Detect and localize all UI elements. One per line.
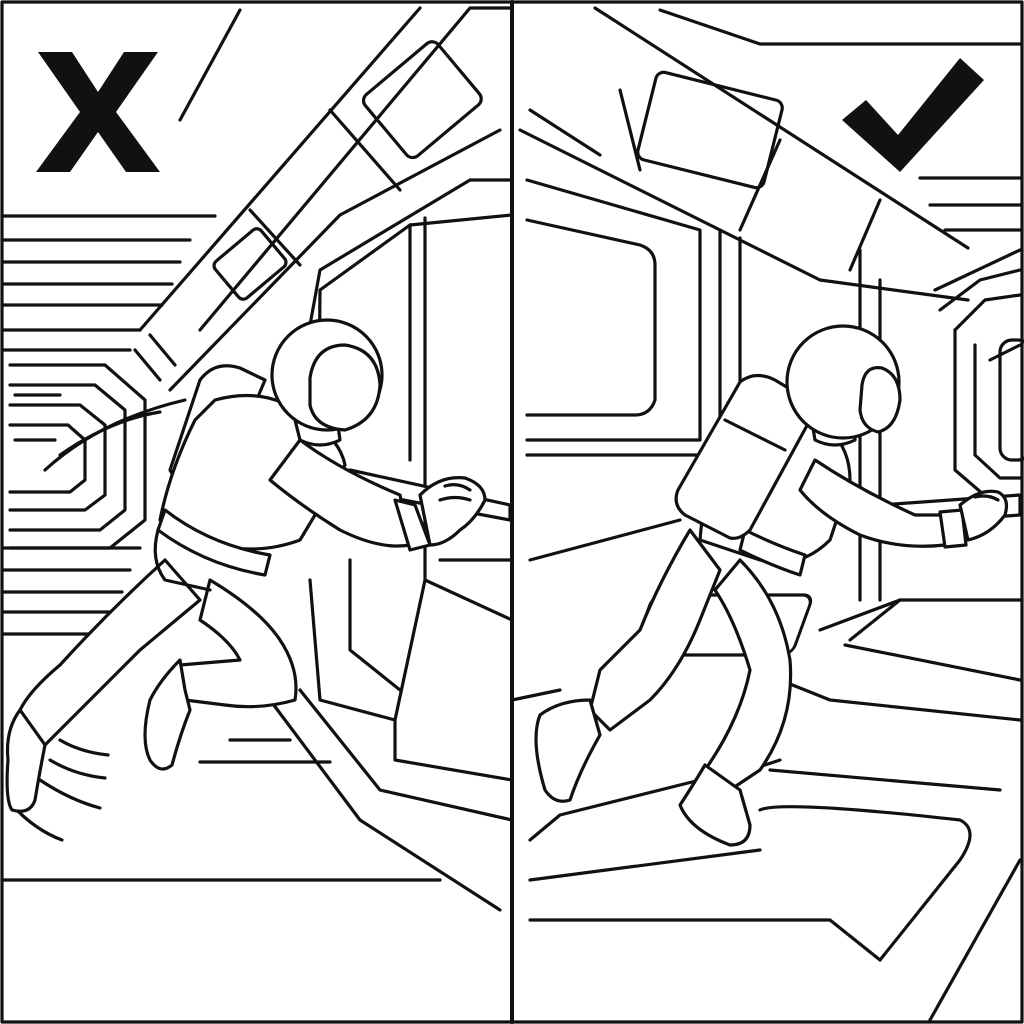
- right-ceiling: [518, 6, 1022, 302]
- right-floor: [528, 593, 1022, 1022]
- cross-mark-icon: [36, 52, 160, 172]
- check-mark-icon: [842, 58, 984, 172]
- right-panel: [510, 6, 1024, 1022]
- left-hatch: [8, 363, 147, 550]
- left-motion-lines: [10, 398, 187, 842]
- right-wall-panels: [510, 178, 742, 842]
- left-ceiling: [133, 6, 514, 392]
- right-hatch: [858, 248, 1024, 602]
- left-wall-lines: [0, 214, 442, 882]
- left-astronaut: [5, 318, 487, 813]
- left-panel: [0, 6, 514, 912]
- right-astronaut: [534, 324, 1009, 847]
